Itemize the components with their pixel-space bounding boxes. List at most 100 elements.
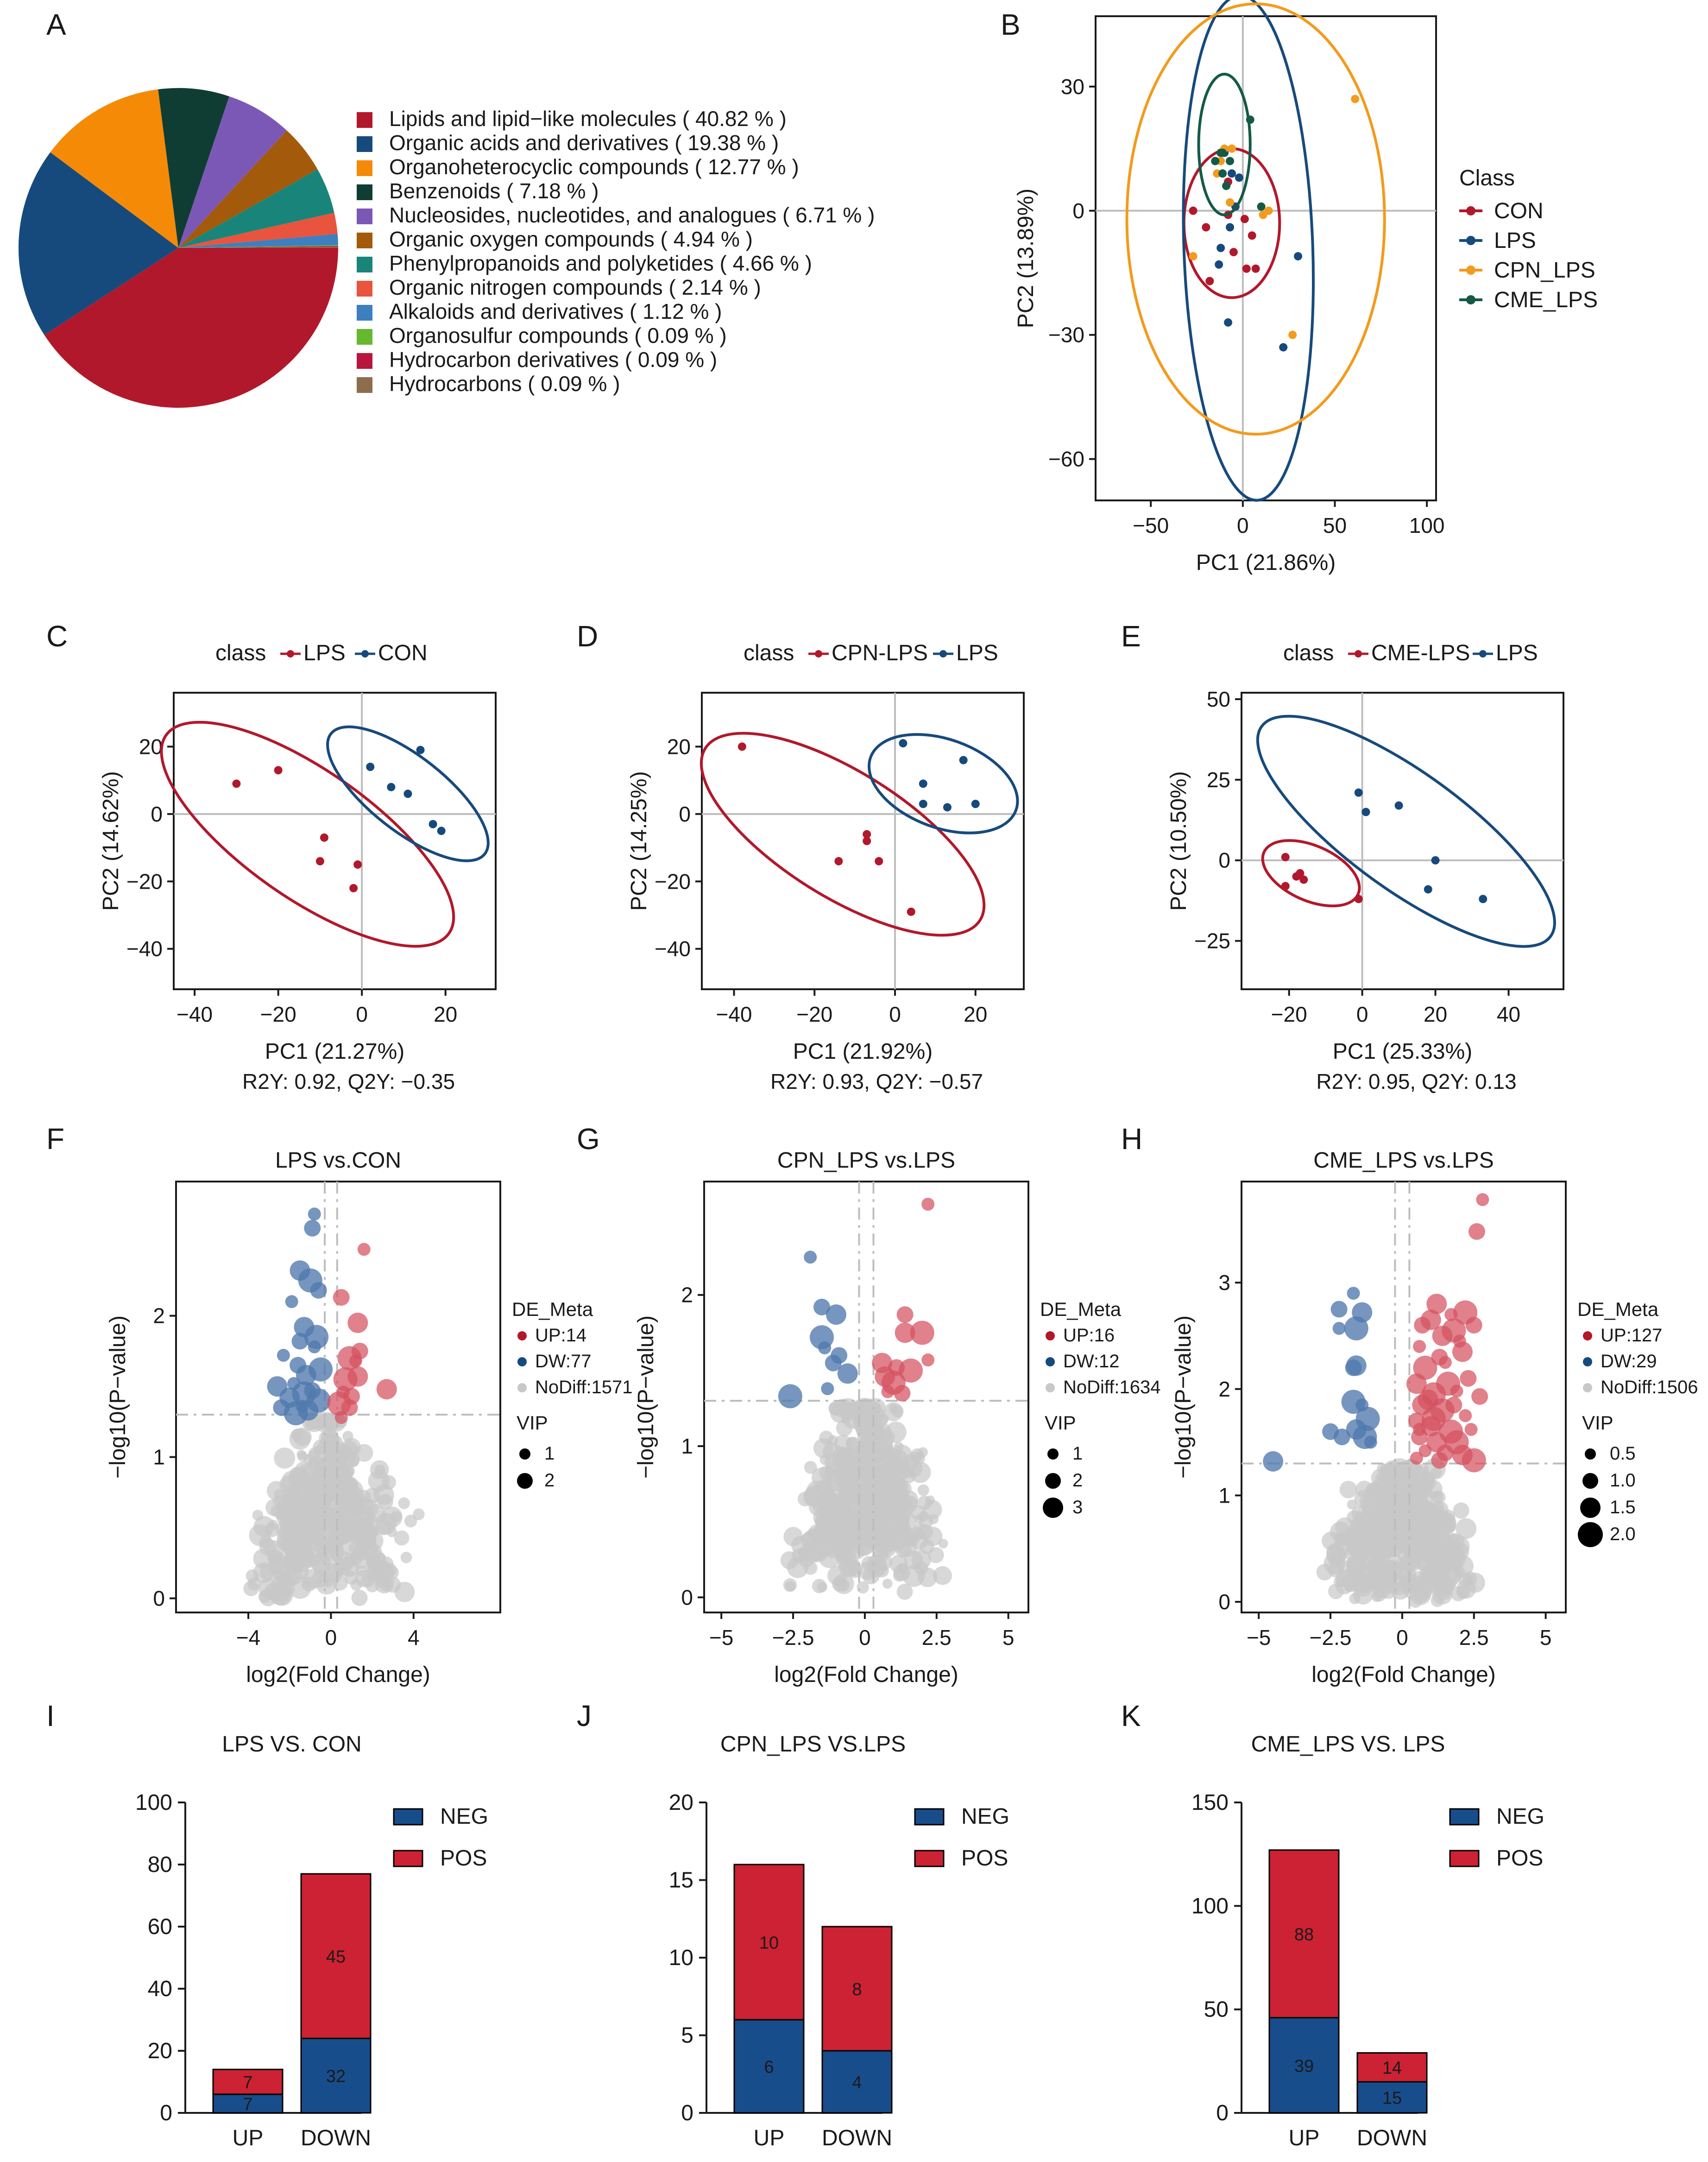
nodiff-point	[1374, 1558, 1387, 1571]
down-point	[308, 1340, 321, 1353]
legend-dot	[1466, 295, 1475, 304]
y-tick-label: 0	[160, 2101, 172, 2125]
nodiff-point	[381, 1506, 403, 1528]
x-tick-label: 20	[1424, 1002, 1447, 1026]
x-tick-label: 5	[1002, 1625, 1015, 1650]
x-tick-label: 20	[434, 1002, 457, 1026]
sample-point	[1224, 318, 1233, 327]
down-point	[1333, 1429, 1350, 1446]
legend-dot	[815, 650, 822, 657]
nodiff-point	[1384, 1522, 1396, 1534]
legend-label: CON	[378, 641, 428, 665]
pie-slice	[178, 130, 318, 248]
legend-label: LPS	[1496, 641, 1538, 665]
vip-label: 1	[1072, 1443, 1083, 1464]
panel-label-j: J	[577, 1699, 592, 1732]
sample-point	[1431, 856, 1440, 865]
nodiff-point	[252, 1510, 264, 1521]
nodiff-point	[854, 1501, 874, 1521]
nodiff-point	[1349, 1593, 1361, 1605]
nodiff-point	[259, 1589, 277, 1606]
bar-segment-neg	[212, 2093, 284, 2114]
up-point	[1464, 1423, 1478, 1436]
vip-label: 2.0	[1610, 1524, 1636, 1544]
model-stats: R2Y: 0.95, Q2Y: 0.13	[1316, 1069, 1516, 1094]
legend-label: NEG	[440, 1804, 488, 1829]
x-tick-label: 2.5	[1459, 1625, 1489, 1650]
model-stats: R2Y: 0.93, Q2Y: −0.57	[770, 1069, 983, 1094]
sample-point	[1211, 157, 1220, 165]
nodiff-point	[800, 1543, 816, 1559]
down-point	[277, 1349, 290, 1362]
bar-value-label: 8	[852, 1980, 862, 1999]
chart-title: CME_LPS VS. LPS	[1251, 1732, 1445, 1757]
nodiff-point	[1322, 1531, 1341, 1550]
y-tick-label: −60	[1048, 447, 1084, 471]
nodiff-point	[928, 1547, 944, 1563]
nodiff-point	[1371, 1468, 1390, 1487]
legend-swatch	[914, 1808, 945, 1826]
sample-point	[1189, 252, 1197, 261]
sample-point	[1479, 895, 1487, 904]
nodiff-point	[327, 1506, 341, 1520]
nodiff-point	[303, 1487, 318, 1503]
nodiff-point	[904, 1550, 923, 1570]
sample-point	[1222, 182, 1231, 190]
panel-label-i: I	[46, 1699, 55, 1732]
nodiff-point	[243, 1580, 259, 1596]
nodiff-point	[917, 1484, 929, 1496]
nodiff-point	[844, 1494, 856, 1505]
legend-swatch	[357, 353, 372, 369]
bar-segment-pos	[1356, 2052, 1428, 2083]
nodiff-point	[840, 1405, 856, 1421]
legend-dot	[517, 1383, 527, 1392]
sample-point	[1228, 144, 1236, 153]
pie-slice	[158, 88, 229, 248]
nodiff-point	[904, 1534, 915, 1545]
nodiff-point	[859, 1452, 870, 1463]
chart-title: CPN_LPS VS.LPS	[720, 1732, 906, 1757]
nodiff-point	[315, 1495, 328, 1508]
y-tick-label: 60	[148, 1915, 172, 1939]
down-point	[1355, 1407, 1380, 1431]
sample-point	[1240, 215, 1249, 223]
confidence-ellipse	[1261, 839, 1361, 908]
down-point	[309, 1357, 333, 1382]
up-point	[1465, 1317, 1482, 1334]
legend-label: CME-LPS	[1371, 641, 1470, 665]
chart-title: CME_LPS vs.LPS	[1313, 1148, 1494, 1173]
up-point	[1460, 1370, 1477, 1387]
down-point	[284, 1401, 308, 1426]
legend-prefix: class	[215, 641, 266, 665]
nodiff-point	[1422, 1506, 1443, 1527]
sample-point	[437, 827, 446, 835]
y-tick-label: −40	[126, 937, 163, 961]
nodiff-point	[344, 1571, 358, 1585]
sample-point	[1246, 115, 1254, 124]
panel-g-volcano-plot: G −5 −2.5 0 2.5 5 0 1 2 log2(Fold Change) −log10(P…	[577, 1122, 1161, 1687]
legend-dot	[517, 1331, 527, 1340]
down-point	[292, 1381, 316, 1406]
legend-swatch	[357, 305, 372, 321]
legend-swatch	[393, 1850, 423, 1867]
confidence-ellipse	[868, 733, 1019, 834]
sample-point	[274, 766, 283, 775]
bar-segment-pos	[821, 1926, 893, 2052]
up-point	[357, 1243, 371, 1256]
panel-k-stacked-bar-chart: K CME_LPS VS. LPS 0 50 100 150 39 88 UP 15 14 DOWN N…	[1121, 1699, 1544, 2150]
sample-point	[875, 857, 883, 866]
bar-segment-neg	[1268, 2017, 1340, 2114]
x-tick-label: −5	[709, 1625, 733, 1650]
y-tick-label: 150	[1191, 1790, 1229, 1815]
x-tick-label: −20	[796, 1002, 832, 1026]
sample-point	[1216, 148, 1225, 157]
nodiff-point	[1414, 1527, 1437, 1550]
down-point	[308, 1207, 321, 1221]
pie-slice	[178, 245, 338, 248]
nodiff-point	[315, 1414, 331, 1429]
nodiff-point	[1435, 1544, 1456, 1566]
panel-label-a: A	[46, 8, 66, 41]
y-tick-label: 100	[135, 1790, 172, 1815]
legend-dot	[939, 650, 947, 657]
vip-size-dot	[1047, 1448, 1059, 1460]
